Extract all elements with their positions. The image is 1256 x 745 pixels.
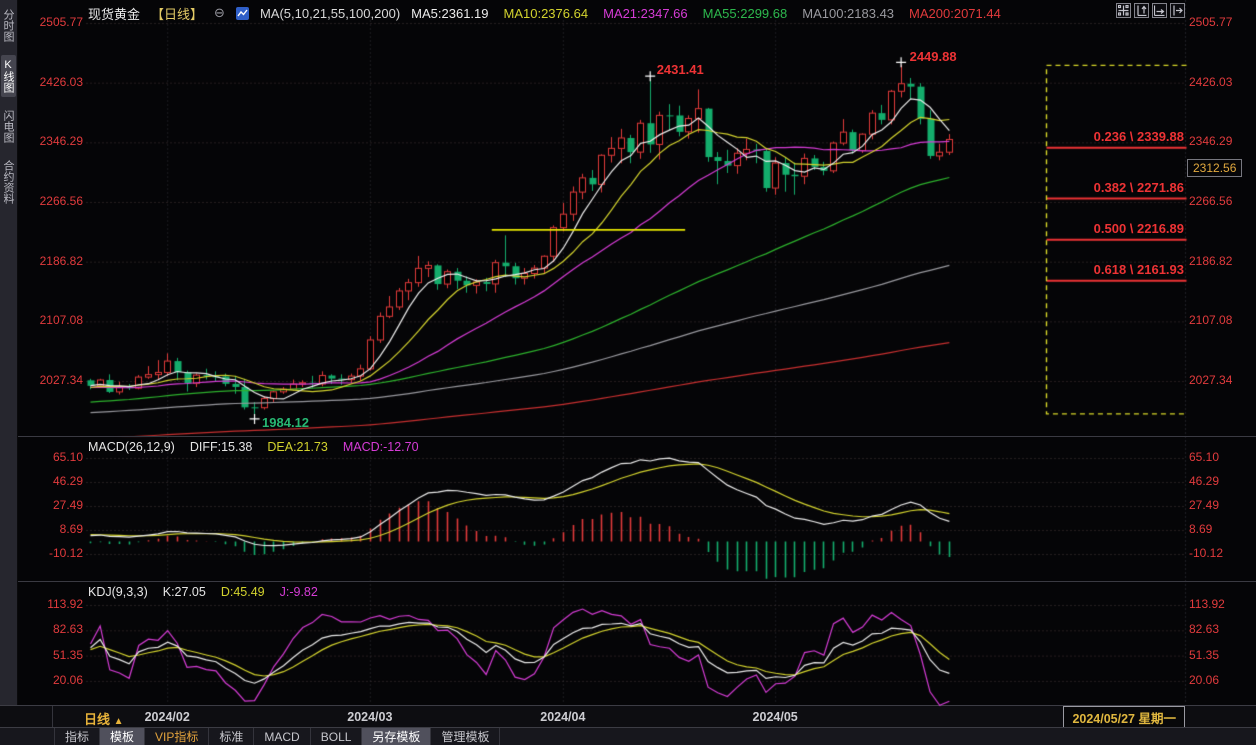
y-axis-label: 2186.82 [39,253,83,268]
datebar-divider [52,706,53,727]
period-tag: 【日线】 [151,6,204,22]
ma-values-row: MA5:2361.19 MA10:2376.64 MA21:2347.66 MA55:… [411,6,1001,21]
y-axis-label: 65.10 [1189,450,1220,464]
period-selector[interactable]: 日线 ▲ [84,709,124,728]
ma-value-label: MA55:2299.68 [702,5,788,21]
y-axis-label: -10.12 [1189,546,1224,560]
tab-管理模板[interactable]: 管理模板 [431,728,501,745]
high-annotation: 2431.41 [656,61,704,77]
kdj-j-value: J:-9.82 [279,585,318,599]
kdj-title: KDJ(9,3,3) [88,585,148,599]
ma-settings-label: MA(5,10,21,55,100,200) [259,5,401,21]
y-axis-label: 2346.29 [1189,134,1233,149]
tab-指标[interactable]: 指标 [54,728,101,745]
y-axis-label: 65.10 [52,450,83,464]
y-axis-label: 82.63 [52,622,83,637]
y-axis-label: 51.35 [52,647,83,662]
fib-level-label: 0.382 \ 2271.86 [1093,180,1184,196]
last-price-tag: 2312.56 [1187,158,1243,177]
panel-separator [18,436,1256,437]
tab-标准[interactable]: 标准 [209,728,255,745]
chart-header: 现货黄金 【日线】 ⊖ MA(5,10,21,55,100,200) MA5:2… [88,3,1001,23]
ma-value-label: MA100:2183.43 [802,5,895,21]
tab-模板[interactable]: 模板 [100,728,146,745]
y-axis-label: 8.69 [1189,521,1213,536]
ma-value-label: MA21:2347.66 [603,5,688,21]
crosshair-icon[interactable] [1116,3,1131,18]
month-label: 2024/02 [144,710,190,724]
left-sidebar: 分时图 K线图闪电图合约资料 [0,0,18,705]
ma-value-label: MA200:2071.44 [909,5,1001,21]
ma-value-label: MA5:2361.19 [411,5,489,21]
fib-level-label: 0.618 \ 2161.93 [1093,262,1184,278]
macd-label-row: MACD(26,12,9) DIFF:15.38 DEA:21.73 MACD:… [88,440,419,454]
y-axis-label: 2266.56 [39,194,83,209]
y-axis-label: 2426.03 [39,74,83,89]
y-axis-label: 8.69 [59,521,83,536]
macd-value: MACD:-12.70 [342,440,419,454]
y-axis-label: -10.12 [48,546,83,560]
fib-level-label: 0.500 \ 2216.89 [1093,221,1184,237]
kdj-label-row: KDJ(9,3,3) K:27.05 D:45.49 J:-9.82 [88,585,318,599]
macd-title: MACD(26,12,9) [88,440,175,454]
period-selector-label: 日线 [84,712,111,727]
y-axis-label: 51.35 [1189,647,1220,662]
y-axis-label: 2266.56 [1189,194,1233,209]
collapse-panel-icon[interactable] [1170,3,1185,18]
bottom-tab-bar: 指标 模板 VIP指标 标准 MACD BOLL 另存模板 管理模板 [0,727,1256,745]
tab-BOLL[interactable]: BOLL [311,728,363,745]
macd-diff-value: DIFF:15.38 [189,440,253,454]
macd-dea-value: DEA:21.73 [267,440,328,454]
y-axis-label: 2027.34 [39,373,83,388]
month-label: 2024/04 [540,710,586,724]
y-axis-label: 46.29 [1189,474,1220,488]
arrow-up-icon: ▲ [113,716,124,727]
y-axis-label: 20.06 [52,672,83,687]
sidebar-item-K线图[interactable]: K线图 [1,55,16,97]
x-axis-fit-icon[interactable] [1152,3,1167,18]
kdj-k-value: K:27.05 [162,585,206,599]
y-axis-label: 113.92 [1189,597,1225,611]
high-annotation: 2449.88 [909,48,957,64]
y-axis-label: 82.63 [1189,622,1220,637]
current-date-badge: 2024/05/27 星期一 [1063,706,1185,729]
y-axis-label: 46.29 [52,474,83,488]
sidebar-item-合约资料[interactable]: 合约资料 [2,160,14,204]
y-axis-label: 20.06 [1189,672,1220,687]
y-axis-label: 27.49 [1189,498,1220,512]
low-annotation: 1984.12 [262,415,310,431]
sidebar-item-闪电图[interactable]: 闪电图 [2,110,14,143]
collapse-circle-icon[interactable]: ⊖ [214,5,225,20]
chart-toolbar [1116,3,1185,18]
y-axis-label: 2505.77 [1189,15,1233,29]
fib-level-label: 0.236 \ 2339.88 [1093,129,1184,145]
tab-另存模板[interactable]: 另存模板 [362,728,432,745]
symbol-title: 现货黄金 [88,6,141,22]
y-axis-label: 27.49 [52,498,83,512]
month-label: 2024/03 [347,710,393,724]
sidebar-item-分时图[interactable]: 分时图 [2,9,14,42]
indicator-chart-icon[interactable] [235,6,249,20]
kdj-d-value: D:45.49 [220,585,265,599]
y-axis-label: 2027.34 [1189,373,1233,388]
y-axis-label: 2107.08 [1189,313,1233,328]
y-axis-label: 2107.08 [39,313,83,328]
tab-VIP指标[interactable]: VIP指标 [145,728,210,745]
y-axis-label: 113.92 [47,597,83,611]
y-axis-label: 2186.82 [1189,253,1233,268]
panel-separator [18,581,1256,582]
y-axis-fit-icon[interactable] [1134,3,1149,18]
month-label: 2024/05 [752,710,798,724]
y-axis-label: 2426.03 [1189,74,1233,89]
tab-MACD[interactable]: MACD [254,728,311,745]
y-axis-label: 2505.77 [39,15,83,29]
y-axis-label: 2346.29 [39,134,83,149]
ma-value-label: MA10:2376.64 [503,5,589,21]
